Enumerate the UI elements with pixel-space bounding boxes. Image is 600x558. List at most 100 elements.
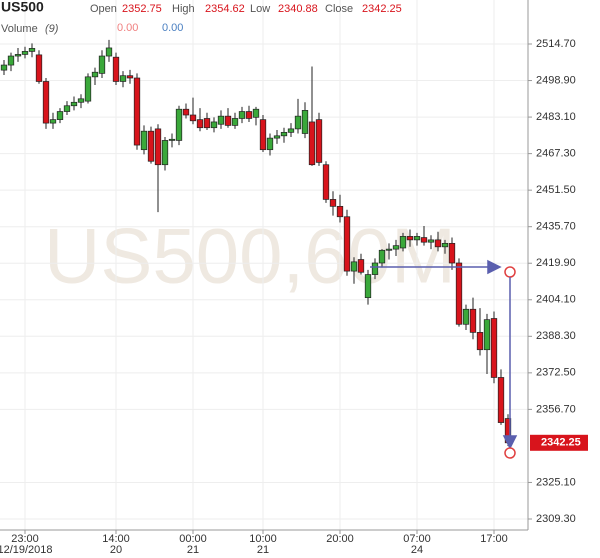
candle-body (252, 108, 260, 118)
x-tick-label: 14:00 (102, 533, 130, 545)
annotation (370, 259, 518, 459)
candle-body (371, 262, 379, 275)
high-label: High (172, 3, 195, 15)
candle-body (189, 114, 197, 122)
arrow-point (504, 447, 516, 459)
low-label: Low (250, 3, 270, 15)
candle-body (119, 75, 127, 82)
candle-body (420, 237, 428, 243)
candle-body (322, 164, 330, 200)
high-value: 2354.62 (205, 3, 245, 15)
x-date-label: 12/19/2018 (0, 544, 53, 556)
open-label: Open (90, 3, 117, 15)
candle-body (217, 115, 225, 125)
candle-body (378, 249, 386, 264)
arrow-head (502, 435, 518, 450)
volume-value: 0.00 (117, 22, 138, 34)
candle-body (203, 118, 211, 129)
candle-body (238, 111, 246, 119)
candle-body (0, 64, 8, 71)
candle-body (266, 137, 274, 151)
candle-body (259, 119, 267, 151)
candle-body (56, 111, 64, 120)
candle-body (336, 205, 344, 218)
candle-body (98, 55, 106, 74)
volume-period: (9) (45, 23, 59, 35)
y-tick-label: 2388.30 (536, 330, 576, 342)
candle-body (210, 121, 218, 129)
y-tick-label: 2498.90 (536, 74, 576, 86)
y-tick-label: 2467.30 (536, 148, 576, 160)
candle-body (364, 274, 372, 299)
watermark: US500,60M (44, 212, 456, 300)
symbol: US500 (1, 0, 44, 15)
candle-body (448, 242, 456, 264)
y-tick-label: 2372.50 (536, 367, 576, 379)
candle-body (35, 54, 43, 82)
candle-body (287, 128, 295, 133)
x-tick-label: 07:00 (403, 533, 431, 545)
candle-body (434, 239, 442, 248)
candle-body (147, 130, 155, 162)
y-tick-label: 2309.30 (536, 513, 576, 525)
candle-body (84, 76, 92, 102)
candle-body (70, 101, 78, 107)
arrow-head (487, 259, 502, 275)
candle-body (112, 56, 120, 82)
candle-body (490, 318, 498, 378)
candle-body (154, 128, 162, 166)
axes: 2514.70 2498.90 2483.10 2467.30 2451.50 2435.… (0, 38, 576, 556)
candle-body (140, 130, 148, 151)
x-tick-label: 20:00 (326, 533, 354, 545)
candle-body (301, 110, 309, 134)
last-price-label: 2342.25 (541, 437, 581, 449)
candle-body (196, 119, 204, 129)
close-value: 2342.25 (362, 3, 402, 15)
y-tick-label: 2404.10 (536, 294, 576, 306)
candle-body (77, 98, 85, 103)
candle-body (343, 216, 351, 272)
candle-body (392, 245, 400, 250)
candle-body (350, 261, 358, 272)
candle-body (329, 199, 337, 207)
candles (0, 39, 512, 446)
candle-body (42, 81, 50, 124)
x-date-label: 24 (411, 544, 423, 556)
candle-body (399, 236, 407, 249)
candle-body (161, 140, 169, 166)
x-date-label: 21 (257, 544, 269, 556)
candle-body (91, 71, 99, 78)
y-tick-label: 2419.90 (536, 257, 576, 269)
candle-body (406, 236, 414, 241)
candle-body (413, 236, 421, 241)
y-tick-label: 2451.50 (536, 184, 576, 196)
open-value: 2352.75 (122, 3, 162, 15)
low-value: 2340.88 (278, 3, 318, 15)
candle-body (21, 51, 29, 55)
volume-label: Volume (1, 23, 38, 35)
candle-body (28, 48, 36, 52)
candle-body (231, 118, 239, 126)
candle-body (315, 119, 323, 163)
candle-body (294, 115, 302, 130)
candle-body (49, 119, 57, 124)
volume-value: 0.00 (162, 22, 183, 34)
x-tick-label: 23:00 (11, 533, 39, 545)
x-date-label: 21 (187, 544, 199, 556)
candle-body (357, 259, 365, 273)
candle-body (483, 319, 491, 351)
candle-body (105, 47, 113, 57)
candle-body (455, 262, 463, 325)
arrow-point (504, 266, 516, 278)
y-tick-label: 2483.10 (536, 111, 576, 123)
candle-body (308, 121, 316, 166)
candle-body (182, 108, 190, 116)
candle-body (245, 111, 253, 119)
close-label: Close (325, 3, 353, 15)
y-tick-label: 2435.70 (536, 221, 576, 233)
candle-body (497, 377, 505, 423)
candle-body (63, 105, 71, 112)
candle-body (133, 77, 141, 146)
last-price-box (530, 434, 588, 451)
y-tick-label: 2356.70 (536, 403, 576, 415)
